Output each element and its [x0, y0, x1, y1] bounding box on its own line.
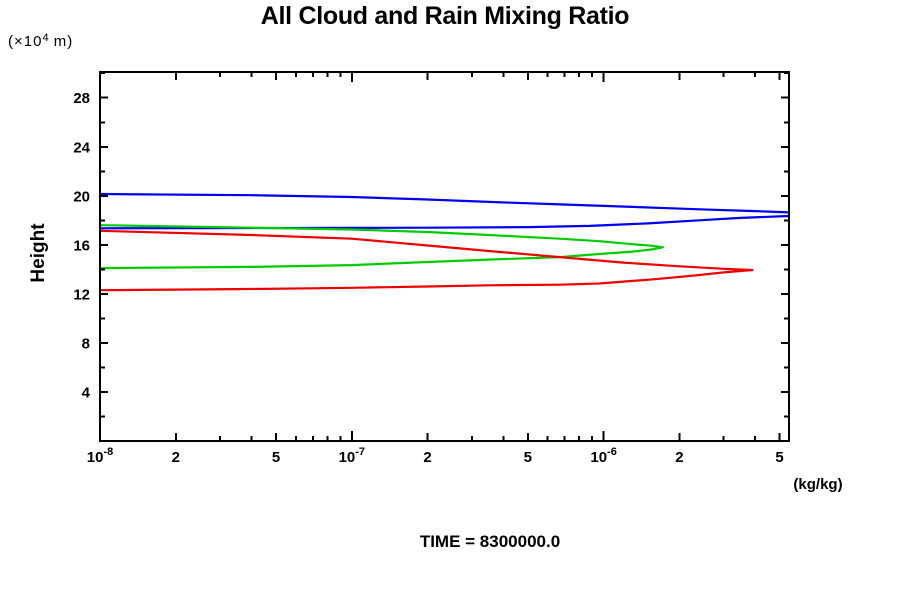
plot-frame	[99, 71, 790, 442]
x-tick-label: 10-8	[87, 446, 113, 466]
green-curve	[100, 224, 665, 270]
y-axis-ticks: 4 8 12 16 20 24 28	[73, 72, 789, 418]
x-tick-label: 10-6	[590, 446, 616, 466]
x-tick-label: 2	[423, 449, 431, 466]
y-tick-label: 4	[82, 384, 91, 401]
y-tick-label: 24	[73, 139, 90, 156]
y-tick-label: 28	[73, 90, 90, 107]
x-tick-label: 5	[775, 449, 783, 466]
red-curve	[100, 229, 754, 292]
chart-title: All Cloud and Rain Mixing Ratio	[260, 2, 630, 30]
x-tick-label: 10-7	[339, 446, 365, 466]
y-axis-units-exponent: 4	[42, 32, 49, 44]
x-tick-label: 5	[272, 449, 280, 466]
x-axis-ticks: 10-8 2 5 10-7 2 5 10-6 2 5	[87, 72, 784, 466]
y-tick-label: 8	[82, 335, 90, 352]
x-tick-label: 2	[675, 449, 683, 466]
x-tick-label: 5	[524, 449, 532, 466]
y-axis-units-prefix: (×10	[8, 33, 43, 50]
y-tick-label: 16	[73, 237, 90, 254]
y-tick-label: 20	[73, 188, 90, 205]
y-tick-label: 12	[73, 286, 90, 303]
series-lines	[100, 192, 789, 292]
x-tick-label: 2	[172, 449, 180, 466]
x-axis-units: (kg/kg)	[793, 476, 843, 493]
blue-curve	[100, 192, 789, 230]
time-annotation: TIME = 8300000.0	[419, 532, 561, 551]
y-axis-units: (×104 m)	[8, 32, 74, 50]
y-axis-units-suffix: m)	[48, 33, 74, 50]
